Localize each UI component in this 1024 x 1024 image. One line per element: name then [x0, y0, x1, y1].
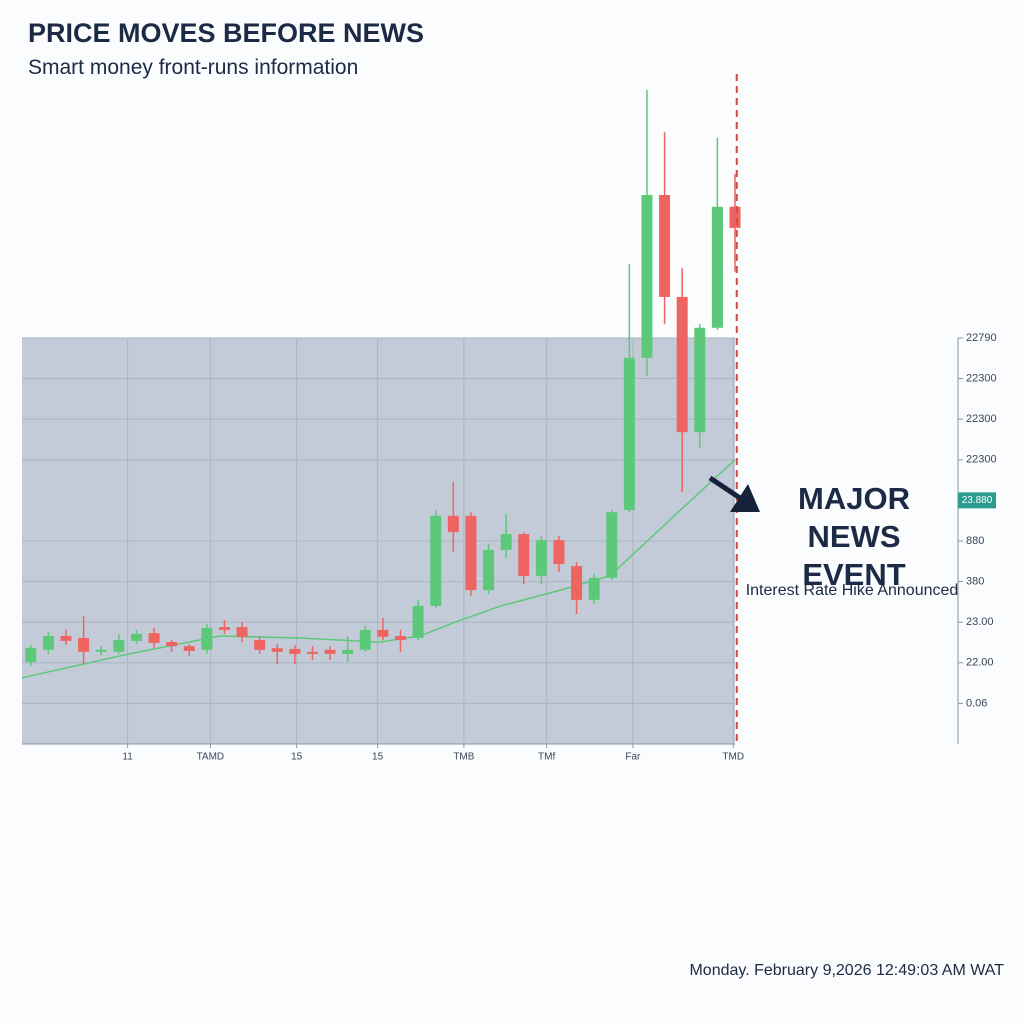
candle-body	[412, 605, 424, 639]
chart-subtitle: Smart money front-runs information	[28, 56, 359, 79]
candle-body	[377, 629, 389, 637]
timestamp: Monday. February 9,2026 12:49:03 AM WAT	[689, 962, 1004, 979]
x-tick-label: TMf	[538, 752, 555, 763]
candle-body	[289, 648, 301, 654]
candle-body	[518, 534, 530, 576]
candle-body	[676, 296, 688, 433]
candle-body	[465, 515, 477, 591]
candle-body	[218, 627, 230, 630]
candle-body	[659, 195, 671, 297]
candle-body	[729, 206, 741, 228]
candle-body	[342, 649, 354, 654]
candle-body	[201, 627, 213, 650]
candle-body	[711, 206, 723, 328]
candle-body	[166, 642, 178, 647]
y-tick-label: 22300	[966, 372, 997, 384]
candle-body	[148, 633, 160, 643]
y-tick-label: 22790	[966, 332, 997, 344]
last-price-label: 23.880	[962, 495, 993, 506]
y-tick-label: 22.00	[966, 657, 994, 669]
x-tick-label: Far	[625, 752, 641, 763]
x-tick-label: TMB	[453, 752, 474, 763]
candle-body	[500, 534, 512, 550]
x-tick-label: 15	[291, 752, 303, 763]
y-tick-label: 0.06	[966, 697, 987, 709]
candle-body	[395, 635, 407, 641]
event-detail: Interest Rate Hike Announced	[745, 582, 959, 599]
candle-body	[430, 515, 442, 606]
candle-body	[447, 515, 459, 533]
x-tick-label: TAMD	[197, 752, 225, 763]
candle-body	[588, 577, 600, 600]
x-tick-label: TMD	[722, 752, 744, 763]
last-price-badge	[958, 492, 996, 509]
event-arrow-head	[730, 484, 760, 512]
candle-body	[694, 327, 706, 433]
candle-body	[42, 635, 54, 650]
candle-body	[60, 635, 72, 641]
candle-body	[606, 512, 618, 578]
candle-body	[571, 566, 583, 600]
chart-title: PRICE MOVES BEFORE NEWS	[28, 18, 425, 48]
candle-body	[130, 633, 142, 641]
y-tick-label: 22300	[966, 454, 997, 466]
candle-body	[306, 651, 318, 654]
candle-body	[25, 648, 37, 662]
candle-body	[553, 540, 565, 565]
y-tick-label: 23.00	[966, 616, 994, 628]
candle-body	[78, 638, 90, 652]
candle-body	[183, 646, 195, 652]
candle-body	[359, 629, 371, 650]
candle-body	[254, 640, 266, 650]
trend-line	[21, 459, 736, 679]
candle-body	[113, 640, 125, 652]
x-tick-label: 15	[372, 752, 384, 763]
x-tick-label: 11	[122, 752, 133, 763]
y-tick-label: 22300	[966, 413, 997, 425]
candle-body	[641, 195, 653, 358]
candle-body	[483, 549, 495, 591]
candle-body	[324, 649, 336, 654]
y-tick-label: 880	[966, 535, 984, 547]
event-annotation: MAJOR NEWS EVENT	[798, 481, 910, 592]
candle-body	[95, 649, 107, 652]
candle-body	[271, 648, 283, 652]
candle-body	[623, 357, 635, 511]
y-tick-label: 380	[966, 575, 984, 587]
candle-body	[236, 627, 248, 637]
candle-body	[535, 540, 547, 576]
